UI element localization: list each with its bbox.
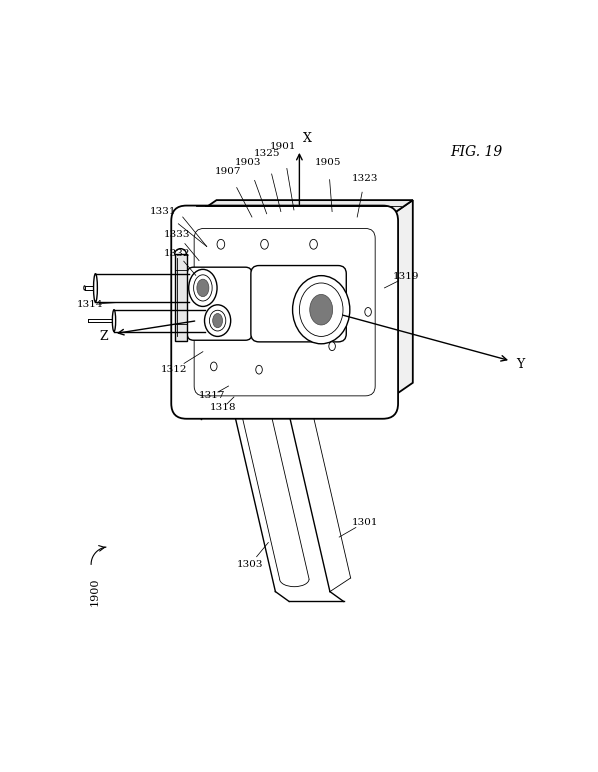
Polygon shape [187,200,413,221]
Text: 1325: 1325 [254,149,280,158]
Text: 1903: 1903 [235,158,261,167]
Text: 1332: 1332 [164,249,191,258]
Text: Y: Y [517,357,524,371]
Text: 1301: 1301 [352,518,378,527]
Ellipse shape [205,305,231,337]
Ellipse shape [189,269,217,306]
Ellipse shape [292,276,350,344]
Ellipse shape [365,307,371,317]
Ellipse shape [261,239,269,249]
Text: FIG. 19: FIG. 19 [450,144,503,158]
Ellipse shape [213,313,222,327]
Ellipse shape [84,286,86,290]
Ellipse shape [217,239,225,249]
Text: 1901: 1901 [270,141,296,151]
Text: 1317: 1317 [199,391,225,400]
Ellipse shape [93,274,97,302]
Text: X: X [303,131,312,144]
Text: 1900: 1900 [90,577,100,606]
Bar [175,253,187,340]
Text: 1905: 1905 [315,158,341,167]
Ellipse shape [209,310,226,331]
Text: 1333: 1333 [164,230,191,239]
Ellipse shape [197,279,209,296]
Text: 1303: 1303 [237,560,264,569]
Ellipse shape [329,342,335,350]
Text: 1312: 1312 [161,365,187,374]
Text: 1323: 1323 [352,174,378,184]
Ellipse shape [310,239,318,249]
Text: 1907: 1907 [215,168,242,176]
Ellipse shape [210,362,217,371]
FancyBboxPatch shape [171,205,398,418]
FancyBboxPatch shape [187,267,252,340]
Text: 1331: 1331 [150,207,176,216]
Ellipse shape [310,294,332,325]
Ellipse shape [112,310,115,331]
Text: 1318: 1318 [210,403,236,412]
FancyBboxPatch shape [251,266,346,342]
Ellipse shape [194,275,212,301]
Text: 1319: 1319 [393,273,420,282]
Text: 1314: 1314 [77,300,103,309]
Ellipse shape [256,365,263,374]
Text: Z: Z [100,330,109,344]
Polygon shape [383,200,413,404]
Ellipse shape [300,283,343,337]
FancyBboxPatch shape [194,229,375,396]
